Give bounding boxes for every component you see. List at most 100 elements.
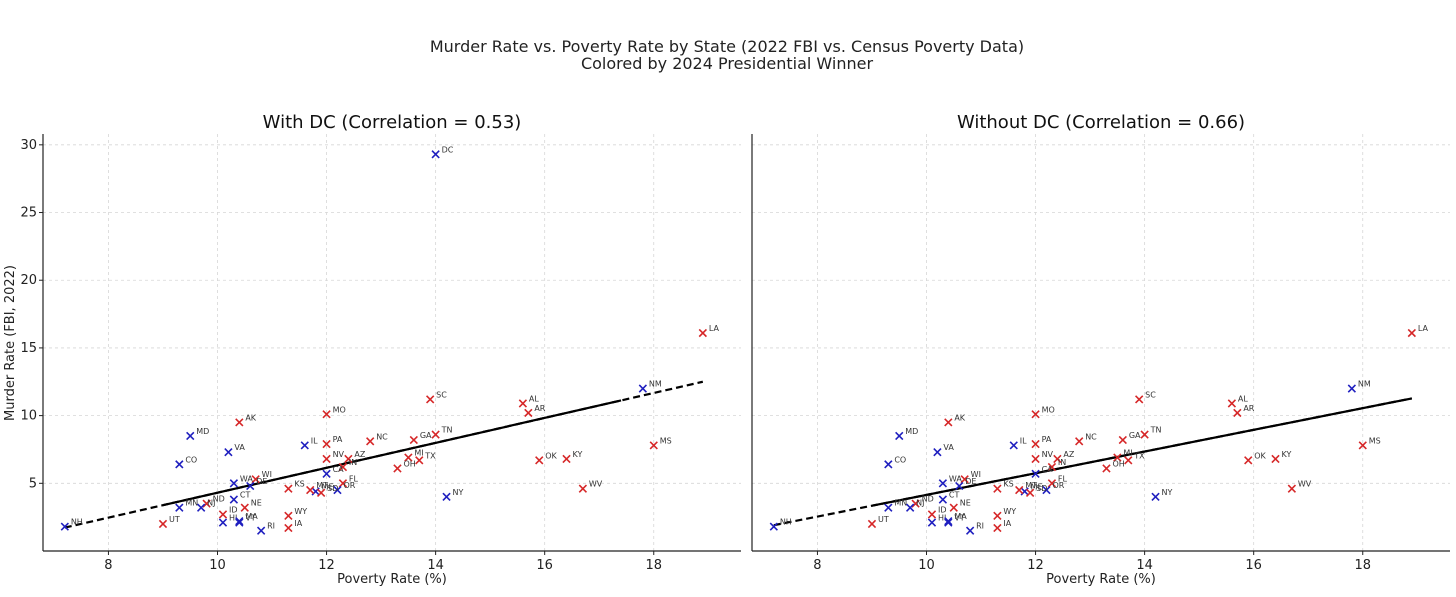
point-label: VA xyxy=(234,443,245,452)
point-label: ND xyxy=(213,495,225,504)
point-marker xyxy=(235,518,244,527)
point-marker xyxy=(431,430,440,439)
point-marker xyxy=(1271,454,1280,464)
x-tick-label: 18 xyxy=(1354,558,1371,573)
point-label: IA xyxy=(1003,519,1011,528)
point-label: NV xyxy=(333,450,345,459)
point-marker xyxy=(322,439,331,449)
x-axis-label-without-dc: Poverty Rate (%) xyxy=(1046,572,1156,587)
point-marker xyxy=(944,517,953,526)
point-marker xyxy=(884,503,893,512)
point-marker xyxy=(965,526,975,535)
point-label: NY xyxy=(453,488,464,497)
y-tick-label: 25 xyxy=(20,206,37,221)
data-point-sd: SD xyxy=(316,484,338,497)
point-marker xyxy=(1031,439,1040,449)
data-point-ri: RI xyxy=(256,522,275,535)
data-point-mo: MO xyxy=(322,405,346,419)
chart-panel-with-dc: With DC (Correlation = 0.53) Poverty Rat… xyxy=(3,112,741,587)
point-marker xyxy=(944,518,953,527)
point-label: UT xyxy=(169,515,180,524)
data-point-ny: NY xyxy=(1151,488,1173,502)
data-point-az: AZ xyxy=(344,450,366,464)
data-point-in: IN xyxy=(1047,458,1066,472)
x-tick-label: 14 xyxy=(427,558,444,573)
point-label: DE xyxy=(256,477,267,486)
point-marker xyxy=(1135,395,1144,404)
point-marker xyxy=(306,485,315,495)
data-point-tn: TN xyxy=(431,426,453,439)
point-marker xyxy=(562,454,571,464)
point-marker xyxy=(1075,437,1084,446)
point-label: NE xyxy=(960,499,971,508)
data-point-mt: MT xyxy=(306,481,328,495)
point-marker xyxy=(186,431,195,441)
point-marker xyxy=(322,454,331,464)
data-point-ar: AR xyxy=(1233,404,1255,418)
point-marker xyxy=(1047,479,1057,488)
point-marker xyxy=(1140,430,1149,439)
point-label: OR xyxy=(343,481,355,490)
point-marker xyxy=(338,462,348,472)
point-label: SD xyxy=(1036,484,1047,493)
point-marker xyxy=(229,495,239,504)
point-marker xyxy=(1113,453,1122,462)
data-point-co: CO xyxy=(175,455,197,469)
point-marker xyxy=(578,484,588,493)
point-marker xyxy=(316,488,326,497)
point-label: MT xyxy=(316,481,328,490)
point-label: TX xyxy=(1133,451,1145,460)
x-tick-label: 14 xyxy=(1136,558,1153,573)
point-marker xyxy=(338,479,348,488)
data-point-oh: OH xyxy=(1102,459,1125,473)
point-label: MI xyxy=(414,449,423,458)
point-label: AR xyxy=(534,404,545,413)
data-point-id: ID xyxy=(218,505,237,519)
data-point-la: LA xyxy=(698,324,719,338)
data-point-ms: MS xyxy=(649,436,672,450)
point-label: NH xyxy=(780,518,792,527)
point-marker xyxy=(524,408,533,418)
point-marker xyxy=(518,399,528,408)
point-marker xyxy=(1358,441,1367,450)
y-tick-label: 30 xyxy=(20,138,37,153)
point-label: IL xyxy=(311,436,318,445)
point-marker xyxy=(1031,410,1040,419)
point-label: WV xyxy=(589,480,603,489)
point-marker xyxy=(938,479,948,488)
point-marker xyxy=(240,503,249,512)
point-marker xyxy=(431,150,440,159)
point-marker xyxy=(638,384,648,393)
data-point-nm: NM xyxy=(638,380,662,393)
point-label: NE xyxy=(251,499,262,508)
data-point-vt: VT xyxy=(235,514,256,527)
data-point-ga: GA xyxy=(409,431,432,445)
data-point-ut: UT xyxy=(158,515,180,529)
data-point-pa: PA xyxy=(322,435,343,449)
point-marker xyxy=(1347,384,1357,393)
point-label: AZ xyxy=(1063,450,1074,459)
point-marker xyxy=(1053,454,1062,464)
point-label: WV xyxy=(1298,480,1312,489)
point-label: CA xyxy=(1042,465,1054,474)
point-marker xyxy=(426,395,435,404)
point-marker xyxy=(911,499,920,508)
point-label: MD xyxy=(905,427,918,436)
point-label: NY xyxy=(1162,488,1173,497)
point-label: KS xyxy=(294,480,304,489)
point-label: LA xyxy=(1418,324,1429,333)
point-marker xyxy=(442,492,451,502)
data-point-tx: TX xyxy=(1124,451,1145,465)
data-point-mo: MO xyxy=(1031,405,1055,419)
point-label: DC xyxy=(442,145,454,154)
data-point-ks: KS xyxy=(993,480,1014,493)
point-label: ID xyxy=(938,505,947,514)
point-label: FL xyxy=(1058,474,1068,483)
point-marker xyxy=(938,495,948,504)
point-label: NC xyxy=(376,432,388,441)
data-point-ga: GA xyxy=(1118,431,1141,445)
data-point-wi: WI xyxy=(960,470,981,484)
data-point-ma: MA xyxy=(235,512,258,526)
point-marker xyxy=(175,460,184,469)
